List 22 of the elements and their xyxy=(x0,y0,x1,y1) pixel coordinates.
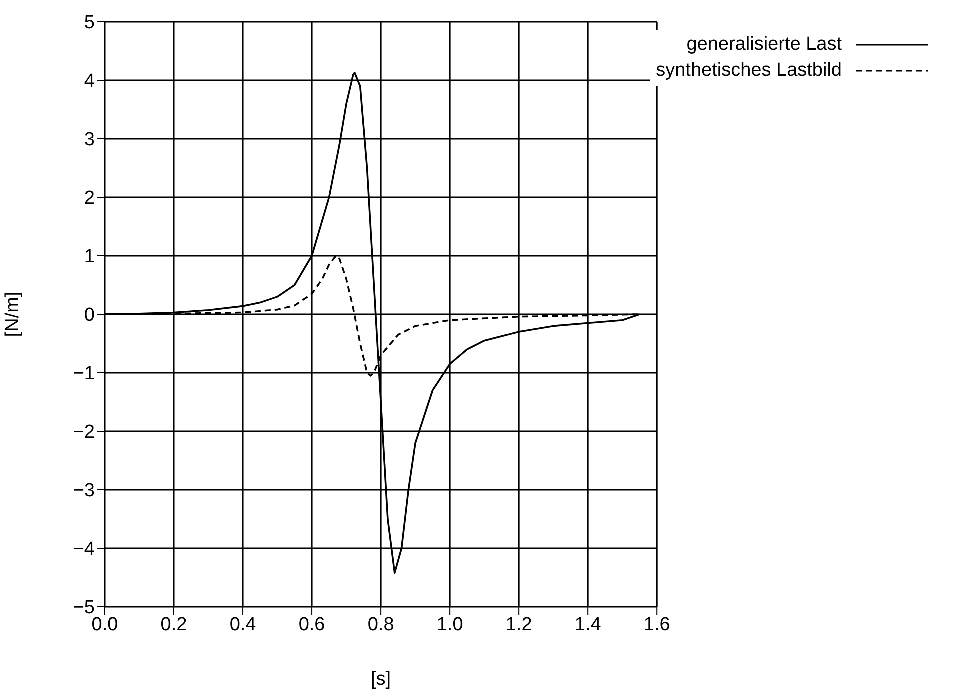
y-tick-label: −4 xyxy=(73,539,96,560)
x-axis-title: [s] xyxy=(371,669,392,690)
y-tick-label: 1 xyxy=(84,246,95,268)
y-tick-label: −1 xyxy=(73,364,95,385)
x-tick-label: 1.4 xyxy=(574,614,602,636)
x-tick-label: 0.8 xyxy=(368,614,394,636)
x-tick-label: 0.2 xyxy=(160,614,188,636)
y-tick-label: 5 xyxy=(84,12,95,34)
legend-label: generalisierte Last xyxy=(686,34,842,56)
y-tick-label: −2 xyxy=(73,422,95,444)
x-tick-label: 0.6 xyxy=(298,614,326,636)
legend-label: synthetisches Lastbild xyxy=(656,60,842,82)
y-axis-title: [N/m] xyxy=(2,292,24,338)
x-tick-label: 1.2 xyxy=(506,614,532,636)
y-tick-label: 0 xyxy=(84,305,95,326)
y-tick-label: 2 xyxy=(84,188,95,210)
x-tick-label: 1.0 xyxy=(436,614,464,636)
y-tick-label: 3 xyxy=(84,130,95,151)
x-tick-label: 0.4 xyxy=(230,614,257,636)
x-tick-label: 1.6 xyxy=(644,614,670,636)
y-tick-label: 4 xyxy=(84,71,96,92)
y-tick-label: −3 xyxy=(73,480,95,502)
